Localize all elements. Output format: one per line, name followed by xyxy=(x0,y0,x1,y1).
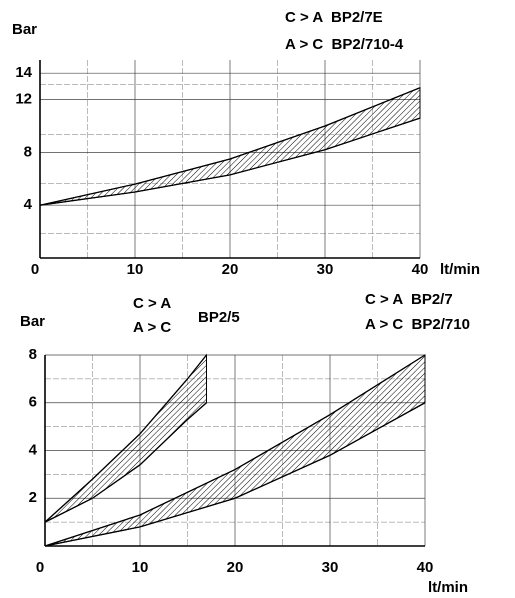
annotation: BP2/5 xyxy=(198,309,240,326)
band-edge xyxy=(39,117,421,206)
x-tick-label: 30 xyxy=(317,261,334,278)
annotation: A > C BP2/710 xyxy=(365,316,470,333)
x-tick-label: 0 xyxy=(31,261,39,278)
x-tick-label: 40 xyxy=(417,559,434,576)
annotation: C > A BP2/7 xyxy=(365,291,453,308)
band-edge xyxy=(44,354,426,547)
y-tick-label: 4 xyxy=(29,441,38,458)
y-tick-label: 2 xyxy=(29,489,37,506)
y-tick-label: 12 xyxy=(15,91,32,108)
x-tick-label: 40 xyxy=(412,261,429,278)
y-tick-label: 8 xyxy=(24,143,32,160)
x-tick-label: 20 xyxy=(222,261,239,278)
band-edge xyxy=(44,402,207,523)
y-tick-label: 8 xyxy=(29,346,37,363)
x-tick-label: 10 xyxy=(127,261,144,278)
band-edge xyxy=(44,354,208,523)
annotation: A > C BP2/710-4 xyxy=(285,36,404,53)
x-tick-label: 30 xyxy=(322,559,339,576)
annotation: C > A BP2/7E xyxy=(285,9,383,26)
y-tick-label: 4 xyxy=(24,196,33,213)
annotation: C > A xyxy=(133,295,171,312)
y-axis-label: Bar xyxy=(12,21,37,38)
x-tick-label: 20 xyxy=(227,559,244,576)
x-axis-label: lt/min xyxy=(428,579,468,596)
y-tick-label: 14 xyxy=(15,64,32,81)
x-tick-label: 0 xyxy=(36,559,44,576)
y-axis-label: Bar xyxy=(20,313,45,330)
x-axis-label: lt/min xyxy=(440,261,480,278)
band-edge xyxy=(44,402,426,547)
y-tick-label: 6 xyxy=(29,394,37,411)
x-tick-label: 10 xyxy=(132,559,149,576)
annotation: A > C xyxy=(133,319,171,336)
band-edge xyxy=(39,87,421,206)
